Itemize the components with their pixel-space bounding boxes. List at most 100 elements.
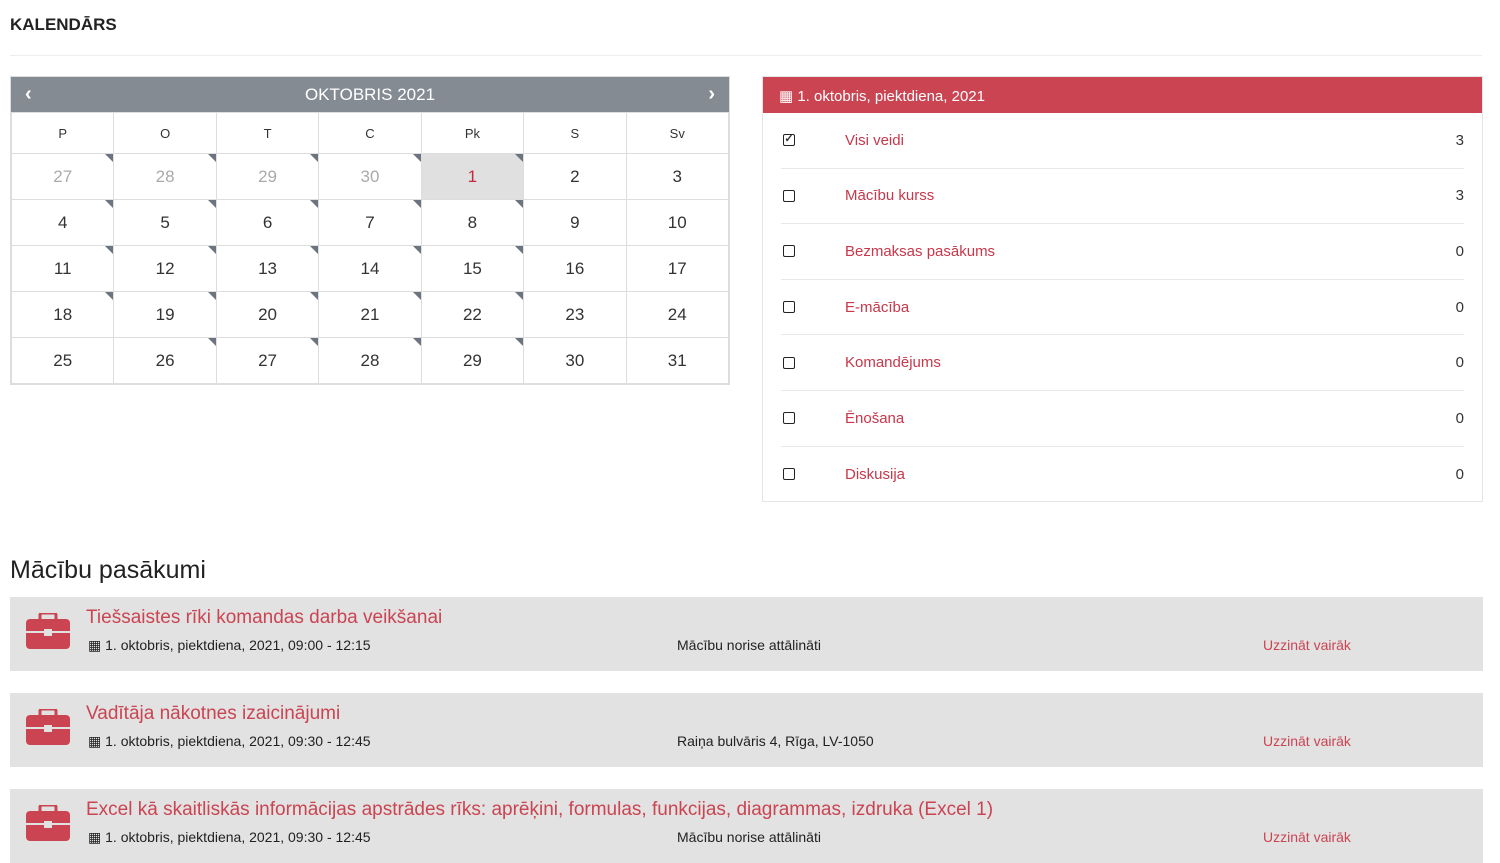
event-type-filter: ▦ 1. oktobris, piektdiena, 2021 ✓ Visi v… bbox=[762, 76, 1483, 502]
filter-label[interactable]: Visi veidi bbox=[845, 131, 904, 149]
calendar-day[interactable]: 3 bbox=[625, 153, 730, 200]
calendar-day[interactable]: 28 bbox=[318, 337, 422, 384]
event-date: ▦ 1. oktobris, piektdiena, 2021, 09:30 -… bbox=[88, 733, 371, 749]
checkbox[interactable] bbox=[783, 245, 795, 258]
calendar-day[interactable]: 9 bbox=[523, 199, 627, 246]
checkbox[interactable]: ✓ bbox=[783, 133, 795, 147]
filter-row[interactable]: Bezmaksas pasākums 0 bbox=[781, 224, 1464, 280]
calendar-day[interactable]: 7 bbox=[318, 199, 422, 246]
calendar-month: OKTOBRIS 2021 bbox=[304, 84, 436, 104]
learn-more-link[interactable]: Uzzināt vairāk bbox=[1263, 733, 1351, 749]
calendar-day[interactable]: 29 bbox=[420, 337, 525, 384]
filter-label[interactable]: E-mācība bbox=[845, 298, 910, 316]
calendar-day[interactable]: 30 bbox=[523, 337, 627, 384]
calendar-day[interactable]: 28 bbox=[113, 153, 217, 200]
selected-date-header: ▦ 1. oktobris, piektdiena, 2021 bbox=[763, 77, 1482, 113]
briefcase-icon bbox=[26, 613, 70, 649]
filter-row[interactable]: E-mācība 0 bbox=[781, 280, 1464, 336]
event-date: ▦ 1. oktobris, piektdiena, 2021, 09:30 -… bbox=[88, 829, 371, 845]
calendar-day[interactable]: 16 bbox=[523, 245, 627, 292]
calendar-day[interactable]: 2 bbox=[523, 153, 627, 200]
filter-count: 0 bbox=[1455, 354, 1464, 372]
calendar-day[interactable]: 23 bbox=[523, 291, 627, 338]
checkbox[interactable] bbox=[783, 356, 795, 369]
calendar-grid: P O T C Pk S Sv 27 28 29 30 1 2 3 4 5 6 7 8 9 10 11 12 13 14 15 1… bbox=[10, 112, 730, 384]
calendar: ‹ OKTOBRIS 2021 › P O T C Pk S Sv 27 28 29 30 1 2 3 4… bbox=[10, 76, 730, 385]
filter-label[interactable]: Bezmaksas pasākums bbox=[845, 242, 996, 260]
calendar-day[interactable]: 27 bbox=[215, 337, 320, 384]
calendar-day[interactable]: 17 bbox=[625, 245, 730, 292]
event-location: Mācību norise attālināti bbox=[677, 829, 821, 845]
calendar-day[interactable]: 14 bbox=[318, 245, 422, 292]
event-title[interactable]: Vadītāja nākotnes izaicinājumi bbox=[86, 703, 341, 724]
page-title: KALENDĀRS bbox=[10, 15, 117, 34]
event-date: ▦ 1. oktobris, piektdiena, 2021, 09:00 -… bbox=[88, 637, 371, 653]
filter-label[interactable]: Komandējums bbox=[845, 354, 941, 372]
filter-count: 3 bbox=[1455, 187, 1464, 205]
event-location: Raiņa bulvāris 4, Rīga, LV-1050 bbox=[677, 733, 874, 749]
calendar-icon: ▦ bbox=[88, 829, 106, 845]
calendar-day[interactable]: 15 bbox=[420, 245, 525, 292]
calendar-week: 4 5 6 7 8 9 10 bbox=[10, 199, 730, 246]
filter-row[interactable]: Komandējums 0 bbox=[781, 335, 1464, 391]
calendar-day[interactable]: 25 bbox=[10, 337, 115, 384]
calendar-day[interactable]: 30 bbox=[318, 153, 422, 200]
calendar-day[interactable]: 20 bbox=[215, 291, 320, 338]
filter-row[interactable]: Ēnošana 0 bbox=[781, 391, 1464, 447]
filter-count: 0 bbox=[1455, 409, 1464, 427]
calendar-day[interactable]: 4 bbox=[10, 199, 115, 246]
event-title[interactable]: Tiešsaistes rīki komandas darba veikšana… bbox=[86, 607, 443, 628]
checkbox[interactable] bbox=[783, 301, 795, 314]
calendar-day[interactable]: 1 bbox=[420, 153, 525, 200]
calendar-week: 25 26 27 28 29 30 31 bbox=[10, 337, 730, 384]
checkbox[interactable] bbox=[783, 412, 795, 425]
calendar-day[interactable]: 8 bbox=[420, 199, 525, 246]
filter-row[interactable]: ✓ Visi veidi 3 bbox=[781, 113, 1464, 169]
filter-row[interactable]: Mācību kurss 3 bbox=[781, 169, 1464, 225]
checkbox[interactable] bbox=[783, 189, 795, 202]
filter-label[interactable]: Ēnošana bbox=[845, 409, 905, 427]
event-title[interactable]: Excel kā skaitliskās informācijas apstrā… bbox=[86, 799, 994, 820]
calendar-day[interactable]: 31 bbox=[625, 337, 730, 384]
briefcase-icon bbox=[26, 805, 70, 841]
event-card: Tiešsaistes rīki komandas darba veikšana… bbox=[10, 597, 1483, 671]
checkbox[interactable] bbox=[783, 468, 795, 481]
learn-more-link[interactable]: Uzzināt vairāk bbox=[1263, 829, 1351, 845]
calendar-day[interactable]: 21 bbox=[318, 291, 422, 338]
calendar-day[interactable]: 24 bbox=[625, 291, 730, 338]
calendar-day[interactable]: 12 bbox=[113, 245, 217, 292]
divider bbox=[10, 55, 1482, 56]
calendar-day[interactable]: 19 bbox=[113, 291, 217, 338]
calendar-day[interactable]: 18 bbox=[10, 291, 115, 338]
calendar-day[interactable]: 27 bbox=[10, 153, 115, 200]
chevron-right-icon[interactable]: › bbox=[708, 83, 715, 105]
event-card: Vadītāja nākotnes izaicinājumi ▦ 1. okto… bbox=[10, 693, 1483, 767]
calendar-day[interactable]: 29 bbox=[215, 153, 320, 200]
filter-label[interactable]: Mācību kurss bbox=[845, 187, 935, 205]
event-card: Excel kā skaitliskās informācijas apstrā… bbox=[10, 789, 1483, 863]
weekday-header: Pk bbox=[420, 112, 525, 154]
calendar-header: ‹ OKTOBRIS 2021 › bbox=[11, 77, 729, 112]
calendar-day[interactable]: 26 bbox=[113, 337, 217, 384]
calendar-icon: ▦ bbox=[779, 88, 798, 105]
calendar-day[interactable]: 6 bbox=[215, 199, 320, 246]
filter-count: 0 bbox=[1455, 242, 1464, 260]
calendar-day[interactable]: 10 bbox=[625, 199, 730, 246]
weekday-header: Sv bbox=[625, 112, 730, 154]
calendar-day[interactable]: 13 bbox=[215, 245, 320, 292]
weekday-header: C bbox=[318, 112, 422, 154]
weekday-header: O bbox=[113, 112, 217, 154]
learn-more-link[interactable]: Uzzināt vairāk bbox=[1263, 637, 1351, 653]
calendar-week: 11 12 13 14 15 16 17 bbox=[10, 245, 730, 292]
calendar-day[interactable]: 22 bbox=[420, 291, 525, 338]
filter-row[interactable]: Diskusija 0 bbox=[781, 447, 1464, 503]
calendar-day[interactable]: 11 bbox=[10, 245, 115, 292]
event-location: Mācību norise attālināti bbox=[677, 637, 821, 653]
weekday-header: T bbox=[215, 112, 320, 154]
calendar-week: 18 19 20 21 22 23 24 bbox=[10, 291, 730, 338]
calendar-day[interactable]: 5 bbox=[113, 199, 217, 246]
chevron-left-icon[interactable]: ‹ bbox=[25, 83, 32, 105]
filter-label[interactable]: Diskusija bbox=[845, 465, 906, 483]
calendar-week: 27 28 29 30 1 2 3 bbox=[10, 153, 730, 200]
briefcase-icon bbox=[26, 709, 70, 745]
